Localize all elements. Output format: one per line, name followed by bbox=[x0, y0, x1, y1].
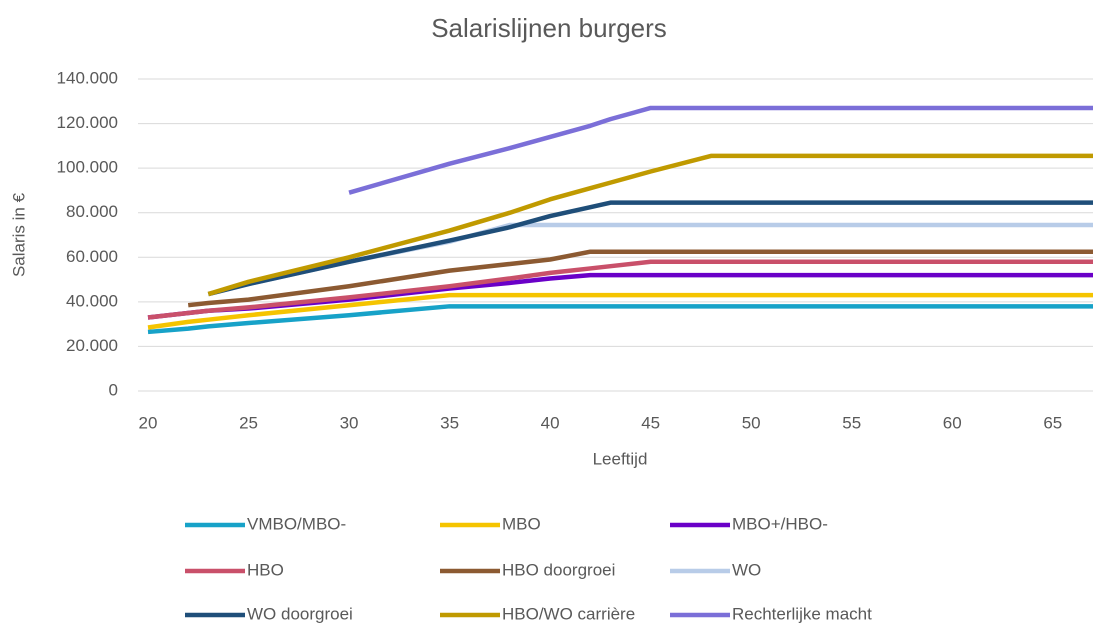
x-tick-label: 50 bbox=[742, 413, 761, 432]
series-line bbox=[207, 153, 1093, 297]
y-tick-label: 20.000 bbox=[66, 336, 118, 355]
y-tick-label: 0 bbox=[109, 380, 118, 399]
x-tick-label: 20 bbox=[139, 413, 158, 432]
x-tick-label: 30 bbox=[340, 413, 359, 432]
y-tick-label: 140.000 bbox=[57, 68, 118, 87]
y-tick-label: 80.000 bbox=[66, 202, 118, 221]
x-tick-label: 40 bbox=[541, 413, 560, 432]
x-tick-label: 25 bbox=[239, 413, 258, 432]
legend-label: HBO bbox=[247, 560, 284, 579]
y-axis-label: Salaris in € bbox=[9, 192, 28, 277]
y-tick-label: 100.000 bbox=[57, 158, 118, 177]
y-tick-label: 120.000 bbox=[57, 113, 118, 132]
x-tick-label: 60 bbox=[943, 413, 962, 432]
x-tick-label: 65 bbox=[1043, 413, 1062, 432]
legend-label: Rechterlijke macht bbox=[732, 604, 872, 623]
series-line bbox=[348, 105, 1093, 195]
y-tick-label: 40.000 bbox=[66, 291, 118, 310]
series-line bbox=[147, 259, 1093, 320]
series-line bbox=[147, 292, 1093, 330]
legend-label: WO bbox=[732, 560, 761, 579]
legend-label: HBO/WO carrière bbox=[502, 604, 635, 623]
legend-label: VMBO/MBO- bbox=[247, 514, 346, 533]
legend-label: WO doorgroei bbox=[247, 604, 353, 623]
legend-label: MBO bbox=[502, 514, 541, 533]
x-tick-label: 55 bbox=[842, 413, 861, 432]
chart-title: Salarislijnen burgers bbox=[431, 13, 667, 43]
x-tick-label: 45 bbox=[641, 413, 660, 432]
y-tick-label: 60.000 bbox=[66, 247, 118, 266]
legend-label: MBO+/HBO- bbox=[732, 514, 828, 533]
x-tick-label: 35 bbox=[440, 413, 459, 432]
series-line bbox=[147, 304, 1093, 335]
series-line bbox=[207, 200, 1093, 297]
legend-label: HBO doorgroei bbox=[502, 560, 615, 579]
x-axis-label: Leeftijd bbox=[593, 449, 648, 468]
series-line bbox=[187, 249, 1093, 308]
